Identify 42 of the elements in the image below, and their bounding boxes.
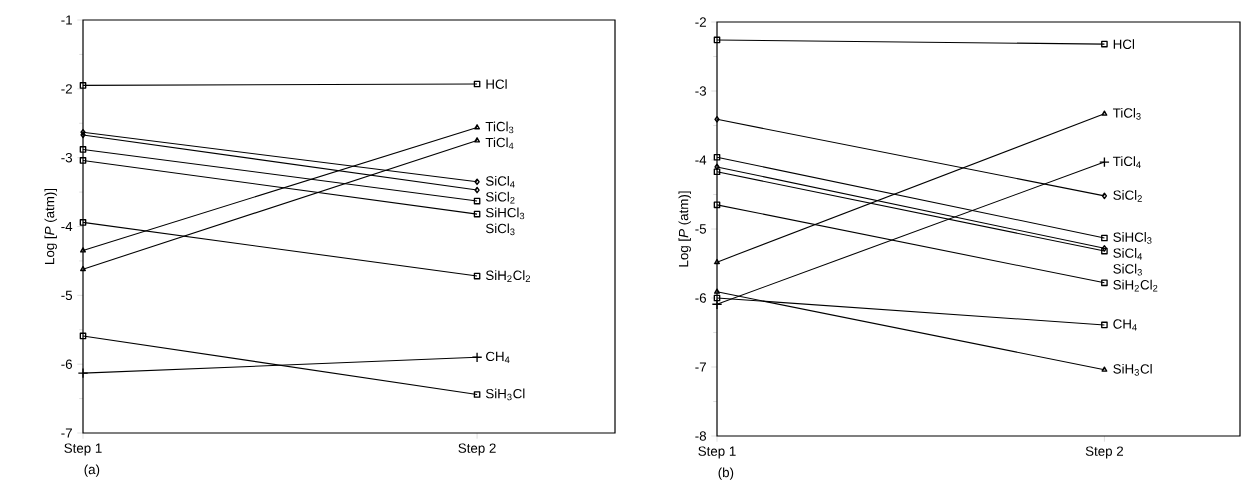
series-label: SiCl$_{3}$ — [485, 223, 515, 236]
x-tick-label: Step 2 — [1085, 446, 1124, 459]
series-label: TiCl$_{3}$ — [485, 121, 514, 134]
y-tick-label: -8 — [695, 431, 707, 441]
y-tick-label: -6 — [61, 359, 73, 369]
series-label: HCl — [1113, 39, 1134, 49]
series-label: SiCl$_{2}$ — [1113, 190, 1142, 202]
series-label: CH$_{4}$ — [1113, 319, 1137, 331]
series-label: CH$_{4}$ — [486, 351, 510, 363]
y-tick-label: -7 — [61, 428, 72, 438]
y-tick-label: -3 — [695, 86, 707, 96]
y-tick-label: -7 — [695, 362, 706, 372]
y-tick-label: -5 — [695, 224, 707, 234]
series-label: HCl — [486, 79, 507, 89]
series-label: SiCl$_{2}$ — [485, 191, 515, 204]
x-tick-label: Step 1 — [64, 443, 102, 456]
text: (b) — [718, 467, 734, 480]
y-tick-label: -2 — [695, 17, 706, 27]
series-label: SiCl$_{3}$ — [1113, 263, 1142, 276]
series-label: SiH$_{3}$Cl — [485, 388, 525, 401]
series-label: TiCl$_{4}$ — [1112, 156, 1141, 168]
y-tick-label: -6 — [695, 293, 707, 303]
y-tick-label: -4 — [61, 221, 73, 232]
series-label: SiH$_{2}$Cl$_{2}$ — [485, 270, 530, 282]
series-label: TiCl$_{4}$ — [485, 137, 514, 150]
y-tick-label: -4 — [695, 155, 707, 165]
series-label: SiH$_{2}$Cl$_{2}$ — [1113, 279, 1158, 292]
series-label: TiCl$_{3}$ — [1112, 107, 1141, 120]
series-label: SiHCl$_{3}$ — [485, 207, 525, 220]
series-label: SiH$_{3}$Cl — [1113, 363, 1152, 376]
y-tick-label: -2 — [61, 84, 72, 94]
series-label: SiHCl$_{3}$ — [1113, 232, 1152, 244]
text: (a) — [84, 464, 100, 477]
y-tick-label: -3 — [61, 152, 73, 163]
x-tick-label: Step 1 — [698, 446, 736, 459]
y-tick-label: -1 — [61, 15, 72, 25]
series-label: SiCl$_{4}$ — [1113, 248, 1143, 260]
series-label: SiCl$_{4}$ — [485, 175, 515, 188]
y-axis-title: Log [P (atm)] — [44, 188, 57, 264]
y-axis-title: Log [P (atm)] — [678, 191, 691, 267]
y-tick-label: -5 — [61, 290, 73, 300]
x-tick-label: Step 2 — [458, 443, 496, 456]
